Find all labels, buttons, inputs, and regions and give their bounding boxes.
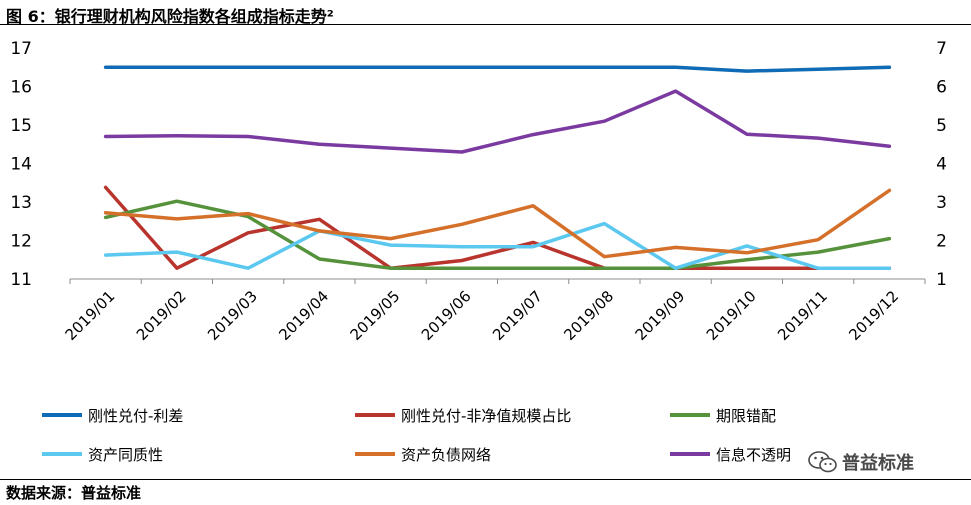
legend-item-4: 资产负债网络 [355, 446, 491, 464]
legend-item-3: 资产同质性 [42, 446, 163, 464]
x-tick-label: 2019/09 [632, 287, 689, 344]
x-tick-label: 2019/02 [133, 287, 190, 344]
left-tick-label: 15 [10, 116, 32, 136]
x-tick-label: 2019/11 [774, 287, 831, 344]
series-lines [103, 65, 892, 270]
legend-label: 资产同质性 [88, 446, 163, 464]
watermark: 普益标准 [808, 449, 914, 475]
left-tick-label: 16 [10, 78, 32, 98]
source-note: 数据来源：普益标准 [6, 484, 142, 502]
x-tick-label: 2019/12 [845, 287, 902, 344]
left-tick-label: 14 [10, 155, 32, 175]
watermark-text: 普益标准 [842, 453, 914, 474]
right-tick-label: 1 [936, 270, 947, 290]
legend-item-5: 信息不透明 [670, 446, 791, 464]
legend-label: 信息不透明 [716, 446, 791, 464]
right-tick-label: 7 [936, 39, 947, 59]
left-tick-label: 13 [10, 193, 32, 213]
x-tick-label: 2019/07 [489, 287, 546, 344]
figure-title: 图 6：银行理财机构风险指数各组成指标走势² [6, 7, 334, 26]
legend-item-1: 刚性兑付-非净值规模占比 [355, 407, 571, 425]
right-tick-label: 6 [936, 78, 947, 98]
bottom-divider [0, 479, 971, 480]
x-tick-label: 2019/03 [204, 287, 261, 344]
series-line-2 [103, 199, 892, 270]
legend-label: 刚性兑付-非净值规模占比 [401, 407, 571, 425]
legend-label: 刚性兑付-利差 [88, 407, 183, 425]
right-tick-label: 3 [936, 193, 947, 213]
top-divider [0, 24, 971, 25]
legend-label: 资产负债网络 [401, 446, 491, 464]
series-line-1 [103, 185, 892, 270]
right-tick-label: 5 [936, 116, 947, 136]
right-tick-label: 4 [936, 155, 947, 175]
x-tick-label: 2019/10 [703, 287, 760, 344]
right-tick-label: 2 [936, 232, 947, 252]
legend-item-2: 期限错配 [670, 407, 776, 425]
x-tick-label: 2019/05 [347, 287, 404, 344]
legend-label: 期限错配 [716, 407, 776, 425]
x-tick-label: 2019/04 [275, 287, 332, 344]
series-line-4 [103, 188, 892, 259]
wechat-icon [808, 451, 837, 473]
legend-item-0: 刚性兑付-利差 [42, 407, 183, 425]
series-line-0 [103, 65, 892, 73]
x-tick-label: 2019/06 [418, 287, 475, 344]
left-tick-label: 11 [10, 270, 32, 290]
series-line-5 [103, 89, 892, 154]
left-tick-label: 12 [10, 232, 32, 252]
x-tick-label: 2019/01 [62, 287, 119, 344]
left-tick-label: 17 [10, 39, 32, 59]
x-tick-label: 2019/08 [560, 287, 617, 344]
